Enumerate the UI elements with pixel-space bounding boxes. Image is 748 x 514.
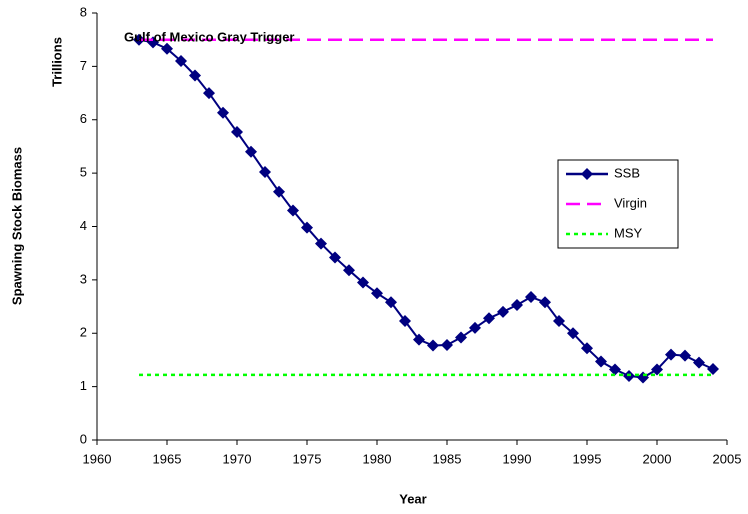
- data-point: [637, 371, 649, 384]
- y-tick-label: 8: [80, 4, 87, 19]
- data-point: [665, 348, 677, 361]
- y-axis-label: Spawning Stock Biomass: [9, 147, 24, 305]
- data-point: [595, 355, 607, 368]
- data-point: [245, 145, 257, 158]
- y-tick-label: 3: [80, 271, 87, 286]
- data-point: [525, 290, 537, 303]
- data-point: [539, 296, 551, 309]
- data-point: [217, 106, 229, 119]
- data-point: [441, 338, 453, 351]
- data-point: [455, 331, 467, 344]
- data-point: [385, 296, 397, 309]
- data-point: [693, 356, 705, 369]
- x-tick-label: 1995: [573, 451, 602, 466]
- x-axis-label: Year: [399, 491, 426, 506]
- y-unit-label: Trillions: [49, 37, 64, 87]
- data-point: [175, 55, 187, 68]
- data-point: [483, 312, 495, 325]
- data-point: [399, 314, 411, 327]
- data-point: [679, 349, 691, 362]
- y-tick-label: 6: [80, 111, 87, 126]
- data-point: [371, 287, 383, 300]
- data-point: [581, 342, 593, 355]
- data-point: [161, 42, 173, 55]
- x-tick-label: 1985: [433, 451, 462, 466]
- data-point: [469, 321, 481, 334]
- data-point: [609, 363, 621, 376]
- data-point: [273, 185, 285, 198]
- data-point: [301, 221, 313, 234]
- data-point: [231, 126, 243, 139]
- x-tick-label: 1990: [503, 451, 532, 466]
- y-tick-label: 5: [80, 165, 87, 180]
- x-tick-label: 2005: [713, 451, 742, 466]
- data-point: [553, 314, 565, 327]
- data-point: [651, 363, 663, 376]
- legend-label: SSB: [614, 165, 640, 180]
- data-point: [357, 276, 369, 289]
- data-point: [259, 166, 271, 179]
- data-point: [315, 237, 327, 250]
- data-point: [511, 298, 523, 311]
- x-tick-label: 1965: [153, 451, 182, 466]
- data-point: [343, 264, 355, 277]
- x-tick-label: 2000: [643, 451, 672, 466]
- y-tick-label: 2: [80, 325, 87, 340]
- data-point: [189, 69, 201, 82]
- x-tick-label: 1960: [83, 451, 112, 466]
- data-point: [567, 327, 579, 340]
- x-tick-label: 1970: [223, 451, 252, 466]
- data-point: [707, 363, 719, 376]
- y-tick-label: 0: [80, 431, 87, 446]
- data-point: [203, 87, 215, 100]
- y-tick-label: 7: [80, 58, 87, 73]
- y-tick-label: 1: [80, 378, 87, 393]
- data-point: [329, 251, 341, 264]
- y-tick-label: 4: [80, 218, 87, 233]
- legend-marker: [581, 168, 593, 180]
- data-point: [427, 339, 439, 352]
- x-tick-label: 1975: [293, 451, 322, 466]
- data-point: [497, 305, 509, 318]
- data-point: [287, 204, 299, 217]
- legend-label: MSY: [614, 225, 643, 240]
- data-point: [413, 333, 425, 346]
- annotation: Gulf of Mexico Gray Trigger: [124, 29, 294, 44]
- legend-label: Virgin: [614, 195, 647, 210]
- x-tick-label: 1980: [363, 451, 392, 466]
